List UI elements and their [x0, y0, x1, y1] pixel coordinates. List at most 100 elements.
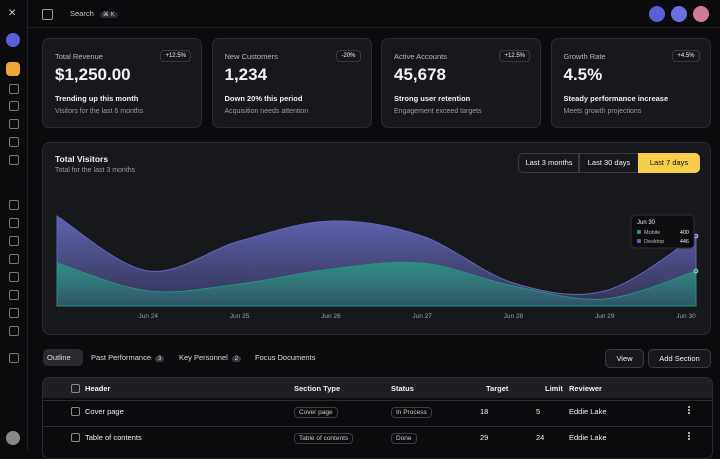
status-pill: In Process [391, 407, 432, 418]
column-header: Status [391, 384, 414, 393]
nav-icon[interactable] [9, 119, 19, 129]
column-header: Target [486, 384, 509, 393]
nav-icon[interactable] [9, 84, 19, 94]
cell-text: Cover page [85, 407, 124, 416]
logo: ✕ [8, 8, 17, 19]
checkbox[interactable] [71, 384, 80, 393]
type-pill: Table of contents [294, 433, 354, 444]
tooltip-value: 446 [680, 239, 689, 245]
card-note: Acquisition needs attention [224, 108, 309, 115]
nav-icon[interactable] [9, 290, 19, 300]
range-button[interactable]: Last 7 days [638, 153, 700, 173]
nav-icon[interactable] [9, 254, 19, 264]
action-icon[interactable] [649, 6, 665, 22]
card-badge: +12.5% [160, 50, 191, 62]
type-pill: Cover page [294, 407, 338, 418]
action-button[interactable]: Add Section [648, 349, 711, 368]
column-header: Section Type [294, 384, 341, 393]
row-divider [43, 426, 712, 427]
profile-avatar[interactable] [693, 6, 709, 22]
card-trend: Down 20% this period [224, 94, 303, 103]
checkbox[interactable] [71, 407, 80, 416]
tab[interactable]: Focus Documents [251, 349, 323, 366]
nav-icon[interactable] [9, 272, 19, 282]
sections-table: Header Section Type Status Target Limit Revie… [42, 377, 713, 459]
nav-active[interactable] [6, 62, 20, 76]
tab-badge: 3 [155, 356, 165, 362]
sidebar-toggle[interactable] [42, 9, 53, 20]
column-header: Limit [545, 384, 563, 393]
card-label: Growth Rate [563, 52, 606, 61]
action-icon[interactable] [671, 6, 687, 22]
nav-icon[interactable] [9, 218, 19, 228]
cell-text: 18 [480, 407, 489, 416]
workspace-icon[interactable] [6, 33, 20, 47]
row-menu[interactable] [688, 432, 692, 440]
end-dot [693, 268, 699, 274]
table-cell: 5 [536, 407, 540, 416]
x-tick-label: Jun 28 [504, 313, 524, 320]
tab[interactable]: Key Personnel 2 [175, 349, 247, 366]
card-value: $1,250.00 [55, 65, 131, 84]
tab[interactable]: Outline [43, 349, 83, 366]
stat-card: Total Revenue +12.5% $1,250.00 Trending up … [42, 38, 202, 128]
row-menu[interactable] [688, 406, 692, 414]
x-tick-label: Jun 30 [676, 313, 696, 320]
cell-text: Eddie Lake [569, 433, 607, 442]
sidebar: ✕ [0, 0, 28, 451]
nav-icon[interactable] [9, 236, 19, 246]
nav-icon[interactable] [9, 326, 19, 336]
area [56, 215, 697, 307]
card-label: New Customers [224, 52, 278, 61]
checkbox[interactable] [71, 433, 80, 442]
tooltip-label: Mobile [644, 230, 660, 236]
card-trend: Strong user retention [394, 94, 471, 103]
stat-card: Growth Rate +4.5% 4.5% Steady performance i… [550, 38, 711, 128]
tooltip [630, 214, 695, 249]
range-button[interactable]: Last 3 months [518, 153, 580, 173]
range-button[interactable]: Last 30 days [578, 153, 640, 173]
card-badge: +12.5% [499, 50, 530, 62]
table-cell: In Process [391, 407, 432, 418]
search-label: Search [70, 9, 94, 18]
table-cell: 24 [536, 433, 544, 442]
card-trend: Trending up this month [55, 94, 139, 103]
search[interactable]: Search ⌘ K [62, 7, 128, 21]
column-header: Header [85, 384, 111, 393]
nav-icon[interactable] [9, 155, 19, 165]
nav-icon[interactable] [9, 137, 19, 147]
panel-subtitle: Total for the last 3 months [55, 167, 136, 174]
card-trend: Steady performance increase [563, 94, 669, 103]
nav-icon[interactable] [9, 200, 19, 210]
cell-text: 29 [480, 433, 489, 442]
stat-card: New Customers -20% 1,234 Down 20% this peri… [211, 38, 372, 128]
tooltip-date: Jun 30 [637, 220, 656, 226]
table-cell: Table of contents [85, 433, 142, 442]
row-divider [43, 400, 712, 401]
nav-icon[interactable] [9, 308, 19, 318]
card-note: Meets growth projections [563, 108, 642, 115]
tab[interactable]: Past Performance 3 [87, 349, 171, 366]
tooltip-value: 400 [680, 230, 689, 236]
nav-icon[interactable] [9, 353, 19, 363]
card-note: Visitors for the last 6 months [55, 108, 144, 115]
tab-badge: 2 [231, 356, 242, 362]
table-cell: Cover page [85, 407, 124, 416]
card-badge: +4.5% [672, 50, 700, 62]
status-pill: Done [391, 433, 417, 444]
table-header [43, 378, 712, 398]
card-badge: -20% [336, 50, 361, 62]
shortcut: ⌘ K [99, 12, 118, 18]
tooltip-swatch [637, 239, 641, 243]
panel-title: Total Visitors [55, 154, 109, 164]
area-chart: Jun 24 Jun 25 Jun 26 Jun 27 Jun 28 Jun 29 Jun … [56, 214, 699, 320]
cell-text: Eddie Lake [569, 407, 607, 416]
tab-label: Key Personnel [179, 353, 228, 362]
x-tick-label: Jun 25 [230, 313, 250, 320]
action-button[interactable]: View [605, 349, 644, 368]
nav-icon[interactable] [9, 101, 19, 111]
user-avatar[interactable] [6, 431, 20, 445]
tooltip-swatch [637, 230, 641, 234]
visitors-panel: Total Visitors Total for the last 3 mont… [42, 142, 711, 335]
